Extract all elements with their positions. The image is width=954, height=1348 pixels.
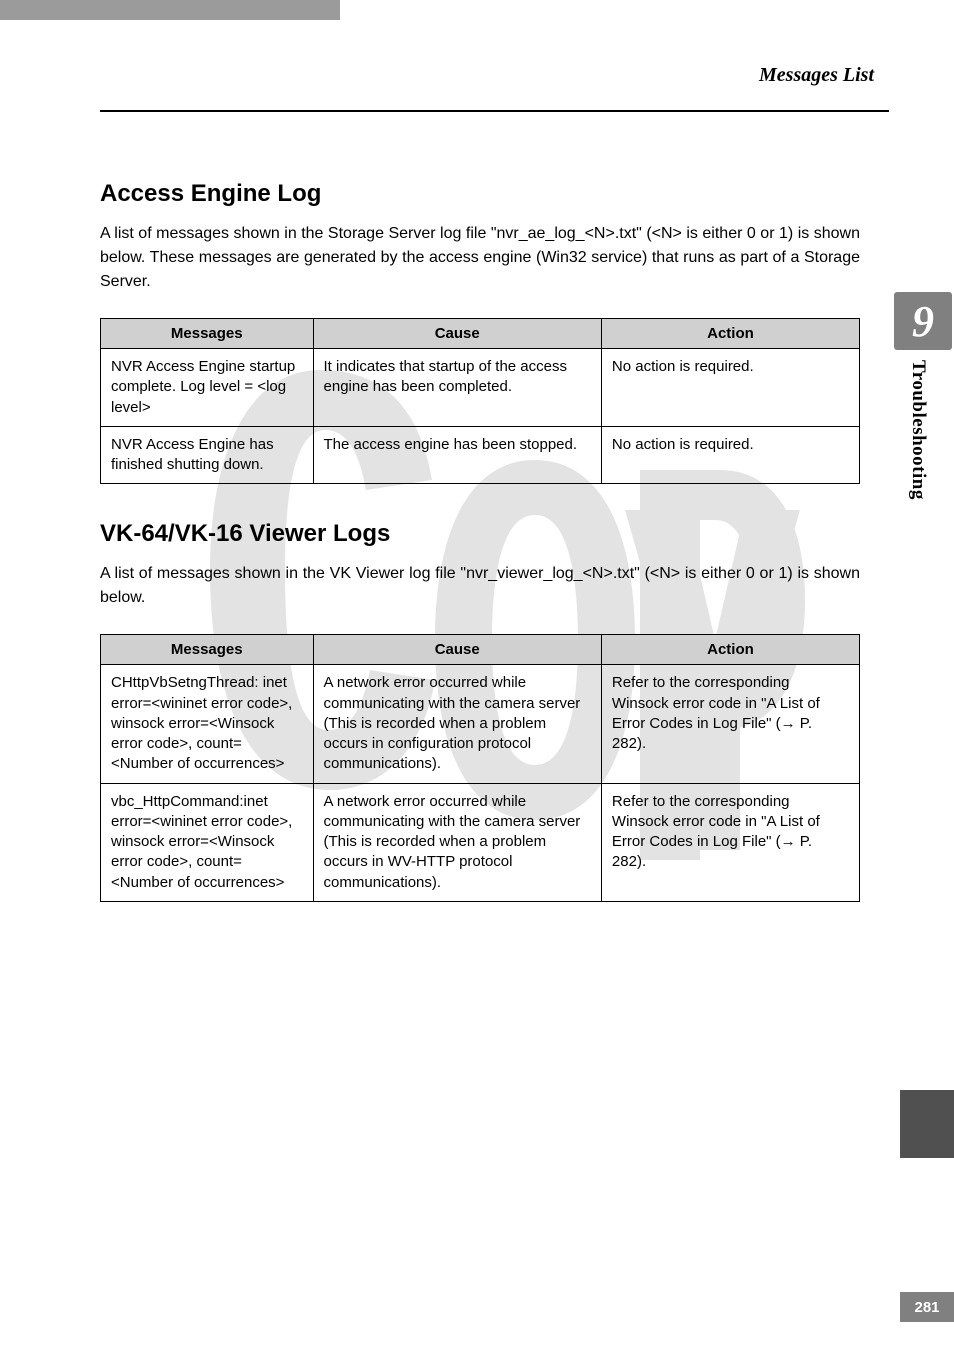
cell-action: No action is required. [601, 426, 859, 484]
cell-messages: vbc_HttpCommand:inet error=<wininet erro… [101, 783, 314, 901]
header-title: Messages List [759, 64, 874, 87]
col-header-action: Action [601, 635, 859, 665]
cell-messages: NVR Access Engine has finished shutting … [101, 426, 314, 484]
page-content: Access Engine Log A list of messages sho… [100, 180, 860, 938]
viewer-logs-table: Messages Cause Action CHttpVbSetngThread… [100, 634, 860, 902]
col-header-action: Action [601, 319, 859, 349]
page-number-box: 281 [900, 1292, 954, 1322]
cell-cause: A network error occurred while communica… [313, 665, 601, 783]
chapter-number: 9 [912, 296, 934, 347]
col-header-messages: Messages [101, 319, 314, 349]
col-header-cause: Cause [313, 635, 601, 665]
chapter-index-bar [900, 1090, 954, 1158]
chapter-number-box: 9 [894, 292, 952, 350]
side-chapter-tab: 9 Troubleshooting [889, 292, 954, 577]
col-header-messages: Messages [101, 635, 314, 665]
page-number: 281 [914, 1299, 939, 1316]
table-row: vbc_HttpCommand:inet error=<wininet erro… [101, 783, 860, 901]
cell-action: Refer to the corresponding Winsock error… [601, 783, 859, 901]
cell-messages: CHttpVbSetngThread: inet error=<wininet … [101, 665, 314, 783]
section-text-viewer-logs: A list of messages shown in the VK Viewe… [100, 562, 860, 610]
section-heading-viewer-logs: VK-64/VK-16 Viewer Logs [100, 520, 860, 548]
table-row: CHttpVbSetngThread: inet error=<wininet … [101, 665, 860, 783]
cell-cause: The access engine has been stopped. [313, 426, 601, 484]
table-row: NVR Access Engine startup complete. Log … [101, 349, 860, 427]
cell-cause: It indicates that startup of the access … [313, 349, 601, 427]
cell-messages: NVR Access Engine startup complete. Log … [101, 349, 314, 427]
chapter-label: Troubleshooting [907, 360, 929, 500]
cell-action: Refer to the corresponding Winsock error… [601, 665, 859, 783]
table-header-row: Messages Cause Action [101, 319, 860, 349]
header-rule [100, 110, 889, 112]
section-text-access-engine: A list of messages shown in the Storage … [100, 222, 860, 294]
section-heading-access-engine: Access Engine Log [100, 180, 860, 208]
col-header-cause: Cause [313, 319, 601, 349]
table-header-row: Messages Cause Action [101, 635, 860, 665]
table-row: NVR Access Engine has finished shutting … [101, 426, 860, 484]
cell-cause: A network error occurred while communica… [313, 783, 601, 901]
cell-action: No action is required. [601, 349, 859, 427]
top-grey-bar [0, 0, 340, 20]
access-engine-table: Messages Cause Action NVR Access Engine … [100, 318, 860, 484]
